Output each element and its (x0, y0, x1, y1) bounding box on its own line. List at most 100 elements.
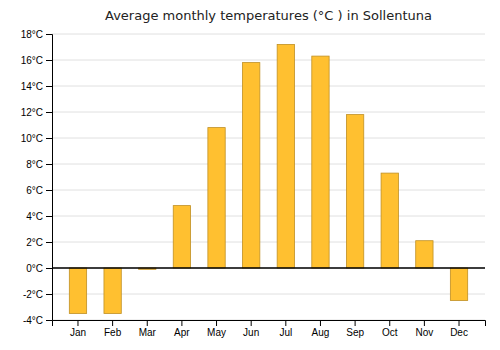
x-tick-label: Oct (382, 327, 398, 338)
x-tick: Dec (450, 320, 468, 338)
x-tick-label: Sep (346, 327, 364, 338)
x-tick: Jun (243, 320, 259, 338)
grid-line (52, 164, 485, 165)
x-tick-label: Jul (279, 327, 292, 338)
y-tick-mark (46, 138, 52, 139)
y-tick-label: 14°C (21, 81, 43, 92)
x-tick: Feb (104, 320, 122, 338)
bar (69, 268, 86, 314)
x-tick-label: Jan (70, 327, 86, 338)
zero-line (52, 267, 485, 269)
y-tick-label: 4°C (26, 211, 43, 222)
y-tick-label: 0°C (26, 263, 43, 274)
y-tick: 0°C (26, 263, 52, 274)
grid-line (52, 112, 485, 113)
x-tick-label: May (207, 327, 226, 338)
y-tick-mark (46, 164, 52, 165)
x-tick-mark (285, 320, 286, 326)
x-tick: Jul (279, 320, 292, 338)
y-tick-mark (46, 86, 52, 87)
y-tick-mark (46, 34, 52, 35)
y-tick-mark (46, 190, 52, 191)
bar (416, 241, 433, 268)
bar (450, 268, 467, 301)
x-tick: Sep (346, 320, 364, 338)
y-tick: 6°C (26, 185, 52, 196)
y-tick-mark (46, 242, 52, 243)
x-tick-mark (251, 320, 252, 326)
grid (52, 34, 485, 320)
y-axis-line (46, 35, 53, 321)
y-tick-label: 10°C (21, 133, 43, 144)
x-tick: Aug (312, 320, 330, 338)
x-tick: Oct (382, 320, 398, 338)
grid-line (52, 86, 485, 87)
x-tick: May (207, 320, 226, 338)
x-tick-label: Nov (415, 327, 433, 338)
y-tick-label: -4°C (23, 315, 43, 326)
grid-line (52, 60, 485, 61)
x-tick: Nov (415, 320, 433, 338)
y-tick: -2°C (23, 289, 52, 300)
x-tick-label: Feb (104, 327, 122, 338)
grid-line (52, 216, 485, 217)
x-tick-mark (389, 320, 390, 326)
bar (173, 206, 190, 268)
x-tick-label: Dec (450, 327, 468, 338)
y-tick-label: 6°C (26, 185, 43, 196)
title: Average monthly temperatures (°C ) in So… (105, 8, 432, 23)
bar (208, 128, 225, 268)
y-tick: 12°C (21, 107, 52, 118)
x-axis: Jan Feb Mar Apr May Jun Jul Aug Sep Oct Nov Dec (53, 320, 486, 338)
y-tick: 16°C (21, 55, 52, 66)
x-tick-mark (355, 320, 356, 326)
grid-line (52, 268, 485, 269)
bar (381, 173, 398, 268)
x-tick: Mar (139, 320, 157, 338)
y-tick-label: 12°C (21, 107, 43, 118)
y-tick-label: 16°C (21, 55, 43, 66)
x-tick: Jan (70, 320, 86, 338)
y-tick-mark (46, 294, 52, 295)
x-tick-mark (147, 320, 148, 326)
grid-line (52, 34, 485, 35)
chart: -4°C -2°C 0°C 2°C 4°C 6°C 8°C 10°C 12°C 14°C 16°C 1… (0, 0, 500, 350)
x-tick-mark (424, 320, 425, 326)
x-axis-line (53, 321, 486, 327)
y-tick: 10°C (21, 133, 52, 144)
x-tick: Apr (174, 320, 190, 338)
y-tick-label: -2°C (23, 289, 43, 300)
plot: -4°C -2°C 0°C 2°C 4°C 6°C 8°C 10°C 12°C 14°C 16°C 1… (21, 29, 486, 338)
y-tick: 18°C (21, 29, 52, 40)
y-tick-mark (46, 112, 52, 113)
y-tick-mark (46, 320, 52, 321)
y-tick-mark (46, 216, 52, 217)
bar (243, 63, 260, 268)
y-tick: 8°C (26, 159, 52, 170)
y-tick-label: 2°C (26, 237, 43, 248)
x-tick-label: Jun (243, 327, 259, 338)
x-tick-mark (181, 320, 182, 326)
x-tick-label: Mar (139, 327, 157, 338)
y-tick: 14°C (21, 81, 52, 92)
x-tick-label: Apr (174, 327, 190, 338)
y-tick: -4°C (23, 315, 52, 326)
y-tick-label: 8°C (26, 159, 43, 170)
y-tick: 4°C (26, 211, 52, 222)
bar (312, 56, 329, 268)
y-tick: 2°C (26, 237, 52, 248)
x-tick-mark (320, 320, 321, 326)
bars (69, 44, 467, 313)
x-tick-mark (112, 320, 113, 326)
y-tick-label: 18°C (21, 29, 43, 40)
y-axis: -4°C -2°C 0°C 2°C 4°C 6°C 8°C 10°C 12°C 14°C 16°C 1… (21, 29, 53, 326)
y-tick-mark (46, 268, 52, 269)
x-tick-mark (216, 320, 217, 326)
bar (346, 115, 363, 268)
y-tick-mark (46, 60, 52, 61)
x-tick-mark (77, 320, 78, 326)
bar (277, 44, 294, 268)
grid-line (52, 190, 485, 191)
x-tick-mark (459, 320, 460, 326)
grid-line (52, 138, 485, 139)
